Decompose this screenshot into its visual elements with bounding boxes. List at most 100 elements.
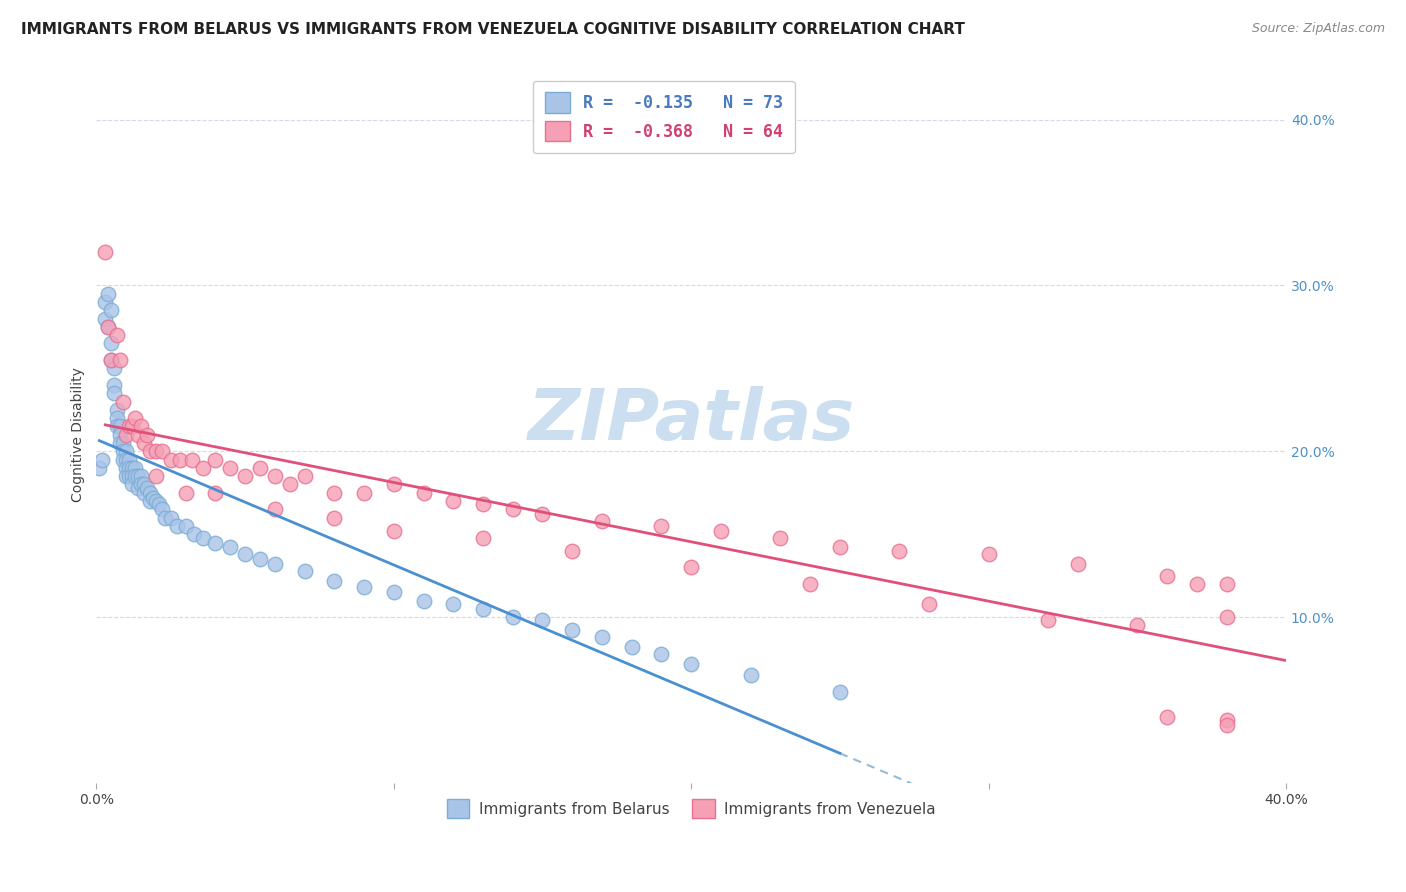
Point [129,469,152,483]
Point [180,452,202,467]
Point [740,668,762,682]
Point [121,469,143,483]
Point [94,295,117,310]
Point [193,531,215,545]
Point [219,541,242,555]
Point [124,411,146,425]
Point [323,485,346,500]
Point [105,402,128,417]
Point [121,477,143,491]
Point [174,485,197,500]
Text: ZIPatlas: ZIPatlas [527,386,855,455]
Point [132,436,155,450]
Point [129,477,152,491]
Point [132,477,155,491]
Point [97,319,120,334]
Point [620,640,643,654]
Point [382,477,405,491]
Text: Source: ZipAtlas.com: Source: ZipAtlas.com [1251,22,1385,36]
Point [105,411,128,425]
Point [353,580,375,594]
Point [472,497,495,511]
Point [799,577,821,591]
Point [112,444,135,458]
Point [472,602,495,616]
Point [1215,577,1237,591]
Point [124,469,146,483]
Point [127,427,149,442]
Point [323,574,346,588]
Point [121,419,143,434]
Point [828,541,851,555]
Point [1126,618,1149,632]
Point [294,469,316,483]
Point [382,524,405,538]
Point [263,469,285,483]
Point [139,494,162,508]
Point [169,452,191,467]
Legend: Immigrants from Belarus, Immigrants from Venezuela: Immigrants from Belarus, Immigrants from… [440,793,942,824]
Point [591,514,613,528]
Point [233,469,256,483]
Point [918,597,941,611]
Point [148,497,170,511]
Point [115,461,138,475]
Point [115,444,138,458]
Point [105,328,128,343]
Point [174,519,197,533]
Point [441,597,464,611]
Point [249,461,271,475]
Point [159,510,181,524]
Point [889,544,911,558]
Point [561,624,583,638]
Point [828,685,851,699]
Point [710,524,733,538]
Point [97,286,120,301]
Point [118,461,141,475]
Point [294,564,316,578]
Point [412,485,434,500]
Point [135,481,157,495]
Point [1067,557,1090,571]
Point [89,461,111,475]
Point [139,444,162,458]
Point [115,427,138,442]
Point [108,353,131,368]
Point [561,544,583,558]
Text: IMMIGRANTS FROM BELARUS VS IMMIGRANTS FROM VENEZUELA COGNITIVE DISABILITY CORREL: IMMIGRANTS FROM BELARUS VS IMMIGRANTS FR… [21,22,965,37]
Point [103,386,125,401]
Point [183,527,205,541]
Point [108,419,131,434]
Point [681,657,703,671]
Point [100,303,122,318]
Point [531,508,554,522]
Point [1156,709,1178,723]
Point [1156,568,1178,582]
Point [233,547,256,561]
Point [769,531,792,545]
Point [323,510,346,524]
Point [115,452,138,467]
Point [219,461,242,475]
Point [129,419,152,434]
Point [591,630,613,644]
Point [145,469,167,483]
Point [127,481,149,495]
Point [1215,713,1237,727]
Point [159,452,181,467]
Point [124,461,146,475]
Point [91,452,114,467]
Point [135,427,157,442]
Point [103,361,125,376]
Point [441,494,464,508]
Point [650,519,672,533]
Point [103,378,125,392]
Point [112,436,135,450]
Point [153,510,176,524]
Point [353,485,375,500]
Point [249,552,271,566]
Point [132,485,155,500]
Point [650,647,672,661]
Point [166,519,188,533]
Point [115,469,138,483]
